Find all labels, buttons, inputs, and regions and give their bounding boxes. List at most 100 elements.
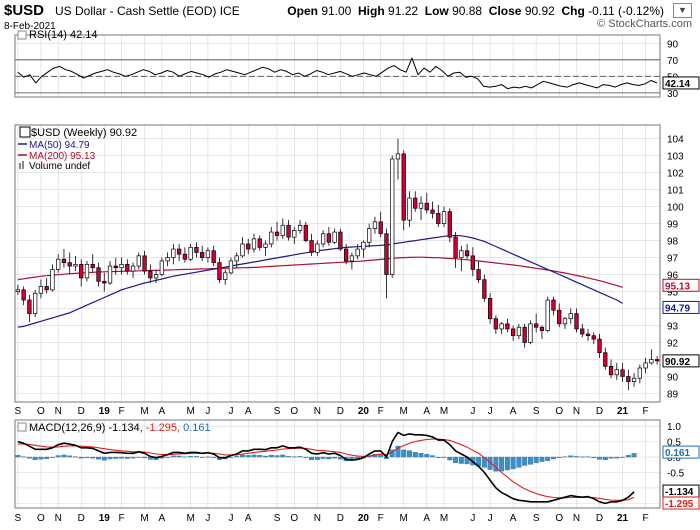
- macd-x-label: A: [423, 513, 430, 524]
- candle-body: [56, 258, 61, 270]
- macd-histogram-bar: [44, 456, 50, 459]
- price-x-label: A: [510, 406, 517, 417]
- macd-histogram-bar: [280, 454, 286, 458]
- price-x-label: A: [245, 406, 252, 417]
- macd-histogram-bar: [401, 449, 407, 458]
- macd-x-label: O: [555, 513, 563, 524]
- price-x-label: S: [15, 406, 22, 417]
- macd-histogram-bar: [458, 456, 464, 464]
- macd-x-label: 21: [617, 513, 629, 524]
- candle-body: [378, 221, 383, 235]
- price-x-label: M: [140, 406, 148, 417]
- candle-body: [470, 255, 475, 270]
- macd-histogram-bar: [430, 455, 435, 458]
- candle-body: [246, 243, 251, 250]
- candle-body: [505, 323, 510, 330]
- macd-histogram-bar: [251, 454, 257, 458]
- candle-body: [309, 240, 314, 253]
- candle-body: [280, 224, 285, 236]
- ma200-line: [17, 256, 623, 288]
- price-tick-label: 95: [667, 288, 679, 299]
- last-close-tag: 90.92: [665, 357, 690, 368]
- macd-histogram-bar: [620, 456, 626, 458]
- macd-signal-tag-box: [662, 496, 700, 510]
- candle-body: [257, 238, 262, 248]
- macd-histogram-bar: [303, 456, 309, 458]
- macd-x-label: S: [15, 513, 22, 524]
- macd-histogram-bar: [493, 456, 499, 472]
- macd-histogram-bar: [263, 455, 268, 458]
- price-x-label: S: [533, 406, 540, 417]
- macd-x-label: O: [290, 513, 298, 524]
- macd-histogram-bar: [441, 456, 447, 458]
- macd-histogram-bar: [314, 456, 320, 460]
- price-tick-label: 99: [667, 220, 679, 231]
- candle-body: [84, 263, 90, 279]
- candle-body: [33, 292, 38, 314]
- price-tick-label: 101: [667, 186, 684, 197]
- candle-body: [44, 286, 49, 291]
- candle-body: [631, 377, 637, 382]
- price-x-label: N: [573, 406, 580, 417]
- macd-histogram-bar: [15, 455, 21, 458]
- macd-line: [17, 431, 635, 505]
- candle-body: [148, 270, 153, 279]
- macd-histogram-bar: [188, 456, 194, 458]
- candle-body: [274, 231, 280, 236]
- candle-body: [413, 197, 418, 209]
- macd-histogram-bar: [297, 456, 303, 458]
- ma200-value-tag-box: [662, 278, 700, 292]
- candle-body: [476, 269, 481, 280]
- header-dropdown-icon[interactable]: ▼: [673, 3, 692, 18]
- high-value: 91.22: [388, 4, 419, 18]
- candle-body: [176, 248, 182, 255]
- macd-histogram-bar: [556, 456, 562, 458]
- macd-x-label: J: [470, 513, 475, 524]
- macd-x-label: M: [186, 513, 194, 524]
- macd-histogram-bar: [113, 456, 119, 459]
- macd-histogram-bar: [533, 456, 539, 464]
- candle-body: [643, 362, 648, 369]
- candle-body: [557, 309, 562, 325]
- price-tick-label: 93: [667, 322, 679, 333]
- macd-histogram-bar: [574, 456, 579, 458]
- macd-histogram-bar: [320, 456, 326, 459]
- macd-x-label: S: [274, 513, 281, 524]
- open-value: 91.00: [321, 4, 352, 18]
- macd-histogram-bar: [78, 456, 84, 459]
- macd-histogram-bar: [579, 456, 585, 458]
- candle-body: [27, 299, 32, 314]
- candle-body: [142, 255, 147, 272]
- macd-x-label: 20: [358, 513, 370, 524]
- candle-body: [61, 258, 67, 264]
- low-label: Low: [424, 4, 449, 18]
- macd-hist-tag-box: [662, 445, 700, 459]
- close-label: Close: [488, 4, 522, 18]
- price-x-label: A: [423, 406, 430, 417]
- candle-body: [522, 326, 527, 343]
- candle-body: [591, 335, 596, 340]
- candle-body: [620, 369, 625, 377]
- macd-histogram-bar: [487, 456, 493, 470]
- price-tick-label: 103: [667, 152, 684, 163]
- price-x-label: A: [159, 406, 166, 417]
- macd-x-label: 19: [99, 513, 111, 524]
- candle-body: [614, 369, 619, 376]
- candle-body: [372, 221, 378, 230]
- rsi-tick-label: 70: [667, 56, 679, 67]
- macd-tick-label: 0.5: [667, 438, 681, 449]
- macd-histogram-bar: [597, 456, 602, 460]
- candle-body: [597, 338, 602, 354]
- candle-body: [534, 323, 539, 328]
- candle-body: [136, 255, 141, 267]
- macd-histogram-bar: [268, 454, 274, 458]
- macd-histogram-bar: [274, 455, 280, 458]
- macd-histogram-bar: [337, 456, 343, 460]
- candle-body: [234, 255, 239, 262]
- candle-body: [608, 365, 614, 376]
- candle-body: [251, 238, 257, 250]
- candle-body: [539, 326, 545, 331]
- change-label: Chg: [561, 4, 585, 18]
- candle-body: [511, 328, 516, 337]
